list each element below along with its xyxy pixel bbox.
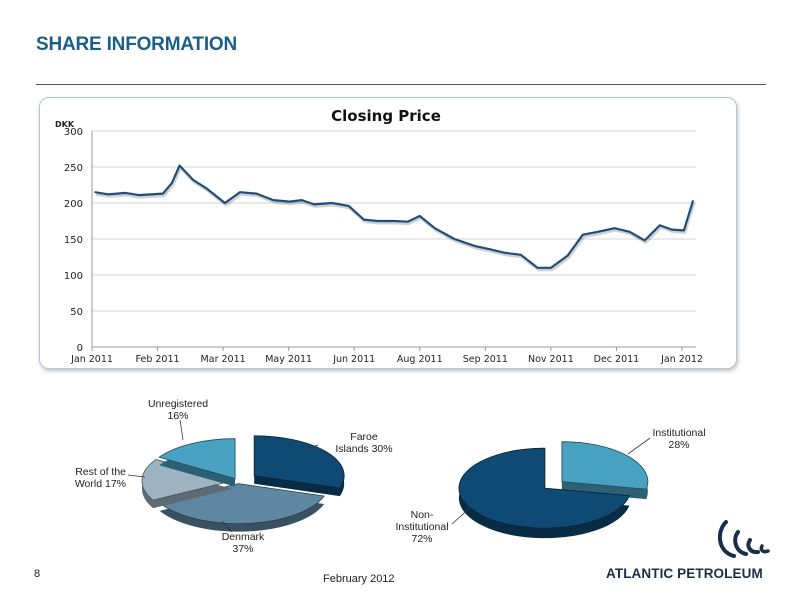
price-point (376, 220, 379, 222)
y-tick-label: 300 (64, 127, 83, 138)
price-point (613, 227, 616, 229)
chart-title: Closing Price (331, 107, 441, 125)
x-tick-label: Mar 2011 (201, 354, 246, 365)
pie-label-leader (299, 444, 319, 452)
price-point (628, 231, 631, 233)
pie-label: Faroe (350, 431, 378, 443)
y-tick-label: 50 (70, 307, 83, 318)
price-point (503, 251, 506, 254)
pie-label-leader (127, 474, 146, 478)
x-tick-label: Jan 2011 (70, 354, 113, 365)
pie-label: 16% (167, 410, 188, 422)
price-point (313, 203, 315, 206)
price-point (453, 238, 456, 240)
price-point (162, 192, 164, 195)
pie-label: Institutional (395, 521, 448, 533)
pie-label: 28% (668, 439, 689, 451)
price-point (406, 220, 409, 223)
x-tick-label: May 2011 (265, 354, 312, 365)
price-point (581, 233, 584, 236)
pie-label: World 17% (75, 478, 126, 490)
atlantic-petroleum-logo-icon (717, 520, 770, 558)
pie-label-leader (627, 437, 651, 455)
price-point (671, 228, 673, 231)
pie-label: 72% (411, 533, 432, 545)
pie-label: Islands 30% (335, 443, 392, 455)
price-point (255, 192, 258, 195)
pie-label-leader (221, 520, 233, 533)
x-tick-label: Feb 2011 (136, 354, 180, 365)
price-point (658, 224, 661, 227)
price-point (393, 220, 395, 222)
x-tick-label: Jun 2011 (332, 354, 375, 365)
pie-slice (141, 459, 234, 501)
price-point (597, 231, 599, 233)
price-point (224, 202, 226, 204)
x-tick-label: Aug 2011 (397, 354, 443, 365)
price-point (192, 179, 194, 181)
price-point (124, 192, 127, 194)
x-tick-label: Jan 2012 (660, 354, 703, 365)
price-point (289, 200, 291, 203)
price-point (566, 254, 569, 257)
y-tick-label: 150 (64, 235, 83, 246)
pie-label: Non- (411, 509, 434, 521)
price-point (474, 245, 477, 247)
y-tick-label: 100 (64, 271, 83, 282)
pie-label: Unregistered (148, 398, 208, 410)
pie-slice (561, 441, 649, 490)
price-line (94, 164, 695, 269)
pie-label: Institutional (652, 427, 705, 439)
price-point (363, 218, 365, 221)
line-chart-frame (39, 97, 737, 369)
title-divider (36, 84, 766, 85)
price-point (150, 193, 152, 196)
price-point (171, 182, 173, 184)
price-point (347, 205, 350, 207)
x-tick-label: Dec 2011 (594, 354, 640, 365)
pie-label: Rest of the (75, 466, 126, 478)
price-point (433, 227, 436, 229)
price-point (643, 239, 646, 242)
closing-price-chart: Closing Price DKK 0 50 100 150 200 250 300 Jan 20… (55, 107, 703, 365)
price-point (107, 193, 110, 196)
y-tick-label: 200 (64, 199, 83, 210)
price-point (272, 199, 274, 201)
x-tick-label: Nov 2011 (528, 354, 574, 365)
pie-slice (158, 438, 236, 480)
y-tick-label: 0 (77, 343, 83, 354)
price-point (683, 229, 685, 232)
pie-slice (458, 447, 630, 529)
price-point (692, 200, 694, 202)
price-point (331, 202, 333, 204)
y-tick-label: 250 (64, 163, 83, 174)
y-axis-label: DKK (55, 120, 75, 129)
price-point (205, 187, 208, 190)
pie-label: Denmark (222, 531, 265, 543)
price-point (536, 267, 539, 269)
price-point (301, 199, 303, 201)
price-point (178, 164, 181, 167)
price-point (550, 267, 552, 269)
price-point (94, 191, 96, 193)
logo-text: ATLANTIC PETROLEUM (606, 566, 763, 581)
footer-date: February 2012 (323, 573, 395, 585)
pie-label-leader (179, 419, 184, 441)
price-point (488, 248, 490, 250)
slide-title: SHARE INFORMATION (36, 34, 238, 55)
pie-label-leader (451, 505, 473, 525)
price-point (239, 191, 241, 193)
price-line-shadow (95, 166, 696, 272)
price-point (418, 215, 421, 217)
x-tick-label: Sep 2011 (463, 354, 508, 365)
pie-label: 37% (232, 543, 253, 555)
price-point (138, 194, 140, 196)
price-point (520, 254, 522, 256)
pie-slice (253, 435, 345, 489)
page-number: 8 (34, 568, 41, 580)
